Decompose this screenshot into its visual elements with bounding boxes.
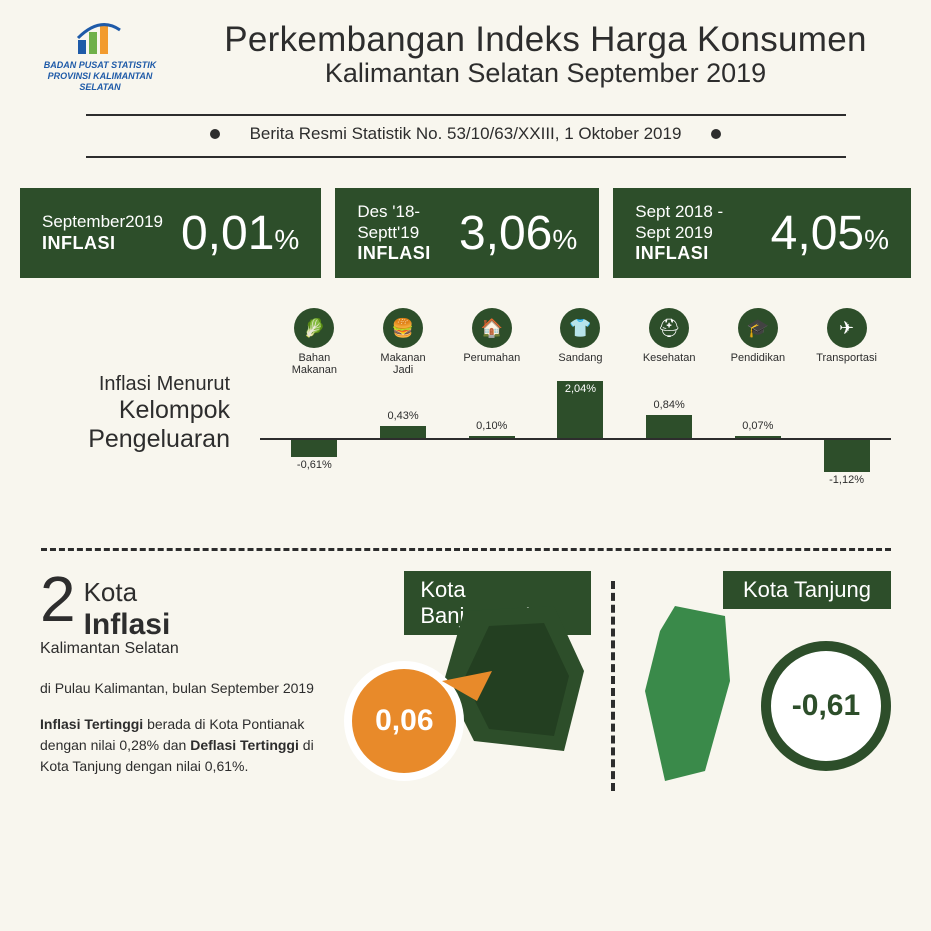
chart-title-line3: Pengeluaran — [30, 425, 230, 454]
title-block: Perkembangan Indeks Harga Konsumen Kalim… — [190, 20, 901, 89]
city1-value: 0,06 — [375, 704, 433, 738]
vertical-dashed-divider — [611, 581, 615, 791]
bar-value: 0,43% — [387, 410, 418, 422]
card-period: Des '18- Septt'19 — [357, 202, 441, 243]
city2-bubble: -0,61 — [761, 641, 891, 771]
card-label: September2019INFLASI — [42, 212, 163, 254]
card-inflasi: INFLASI — [357, 243, 441, 265]
bps-logo: BADAN PUSAT STATISTIK PROVINSI KALIMANTA… — [30, 18, 170, 92]
card-period: September2019 — [42, 212, 163, 232]
inflation-card: September2019INFLASI 0,01% — [20, 188, 321, 278]
footnote-1: di Pulau Kalimantan, bulan September 201… — [40, 680, 334, 696]
category-icon: 🍔 — [383, 308, 423, 348]
bottom-section: 2 Kota Inflasi Kalimantan Selatan di Pul… — [0, 571, 931, 821]
big-number: 2 — [40, 571, 76, 629]
category-label: Sandang — [558, 352, 602, 364]
category-label: Pendidikan — [731, 352, 785, 364]
bar-rect — [735, 436, 781, 438]
dot-icon — [210, 129, 220, 139]
category-label: Kesehatan — [643, 352, 696, 364]
kota-label: Kota — [84, 577, 171, 608]
subhead-text: Berita Resmi Statistik No. 53/10/63/XXII… — [250, 124, 682, 144]
card-inflasi: INFLASI — [42, 233, 163, 255]
subhead-row: Berita Resmi Statistik No. 53/10/63/XXII… — [0, 124, 931, 144]
bar-value: 2,04% — [565, 383, 596, 395]
city2-value: -0,61 — [792, 689, 860, 723]
card-label: Sept 2018 - Sept 2019INFLASI — [635, 202, 752, 264]
bar-chart: 🥬Bahan Makanan-0,61%🍔Makanan Jadi0,43%🏠P… — [260, 318, 901, 518]
bar-column: 🏠Perumahan0,10% — [460, 318, 524, 518]
card-period: Sept 2018 - Sept 2019 — [635, 202, 752, 243]
category-icon: ✈ — [827, 308, 867, 348]
bar-rect — [291, 440, 337, 457]
bar-value: 0,10% — [476, 420, 507, 432]
bar-rect — [646, 415, 692, 439]
dashed-divider — [41, 548, 891, 551]
category-label: Perumahan — [463, 352, 520, 364]
chart-section: Inflasi Menurut Kelompok Pengeluaran 🥬Ba… — [30, 318, 901, 518]
map-tanjung-icon — [635, 601, 755, 791]
card-value: 3,06% — [459, 206, 577, 261]
two-cities-heading: 2 Kota Inflasi — [40, 571, 334, 642]
chart-title-line2: Kelompok — [30, 396, 230, 425]
inflation-card: Des '18- Septt'19INFLASI 3,06% — [335, 188, 599, 278]
inflation-card: Sept 2018 - Sept 2019INFLASI 4,05% — [613, 188, 911, 278]
bar-value: 0,84% — [654, 399, 685, 411]
header: BADAN PUSAT STATISTIK PROVINSI KALIMANTA… — [0, 0, 931, 102]
chart-title-line1: Inflasi Menurut — [30, 373, 230, 396]
dot-icon — [711, 129, 721, 139]
inflation-cards: September2019INFLASI0,01%Des '18- Septt'… — [20, 188, 911, 278]
divider-bottom — [86, 156, 846, 158]
chart-title: Inflasi Menurut Kelompok Pengeluaran — [30, 318, 260, 454]
bar-column: 👕Sandang2,04% — [548, 318, 612, 518]
bar-column: 🍔Makanan Jadi0,43% — [371, 318, 435, 518]
bar-rect — [824, 440, 870, 471]
category-icon: 👕 — [560, 308, 600, 348]
region-label: Kalimantan Selatan — [40, 640, 334, 658]
card-value: 0,01% — [181, 206, 299, 261]
card-value: 4,05% — [771, 206, 889, 261]
category-icon: 🎓 — [738, 308, 778, 348]
bar-rect — [469, 436, 515, 439]
logo-line1: BADAN PUSAT STATISTIK — [30, 60, 170, 71]
city2-name: Kota Tanjung — [743, 577, 871, 602]
bottom-left: 2 Kota Inflasi Kalimantan Selatan di Pul… — [40, 571, 334, 777]
category-icon: 🏠 — [472, 308, 512, 348]
category-icon: ⛑ — [649, 308, 689, 348]
foot2-bold2: Deflasi Tertinggi — [190, 737, 299, 753]
page-title: Perkembangan Indeks Harga Konsumen — [190, 20, 901, 60]
logo-line2: PROVINSI KALIMANTAN SELATAN — [30, 71, 170, 93]
bar-column: 🎓Pendidikan0,07% — [726, 318, 790, 518]
bar-value: -0,61% — [297, 459, 332, 471]
foot2-bold1: Inflasi Tertinggi — [40, 716, 143, 732]
divider-top — [86, 114, 846, 116]
card-label: Des '18- Septt'19INFLASI — [357, 202, 441, 264]
bar-rect — [380, 426, 426, 438]
bar-value: 0,07% — [742, 420, 773, 432]
logo-mark-icon — [75, 18, 125, 58]
bar-value: -1,12% — [829, 474, 864, 486]
city-tanjung: Kota Tanjung -0,61 — [635, 571, 891, 801]
bar-column: 🥬Bahan Makanan-0,61% — [282, 318, 346, 518]
logo-text: BADAN PUSAT STATISTIK PROVINSI KALIMANTA… — [30, 60, 170, 92]
category-icon: 🥬 — [294, 308, 334, 348]
bar-column: ⛑Kesehatan0,84% — [637, 318, 701, 518]
category-label: Transportasi — [816, 352, 877, 364]
page-subtitle: Kalimantan Selatan September 2019 — [190, 58, 901, 89]
category-label: Makanan Jadi — [371, 352, 435, 376]
bar-column: ✈Transportasi-1,12% — [815, 318, 879, 518]
category-label: Bahan Makanan — [282, 352, 346, 376]
city-banjarmasin: Kota Banjarmasin 0,06 — [334, 571, 590, 801]
inflasi-label: Inflasi — [84, 608, 171, 642]
footnote-2: Inflasi Tertinggi berada di Kota Pontian… — [40, 714, 334, 777]
card-inflasi: INFLASI — [635, 243, 752, 265]
bubble-tail-icon — [442, 671, 502, 711]
